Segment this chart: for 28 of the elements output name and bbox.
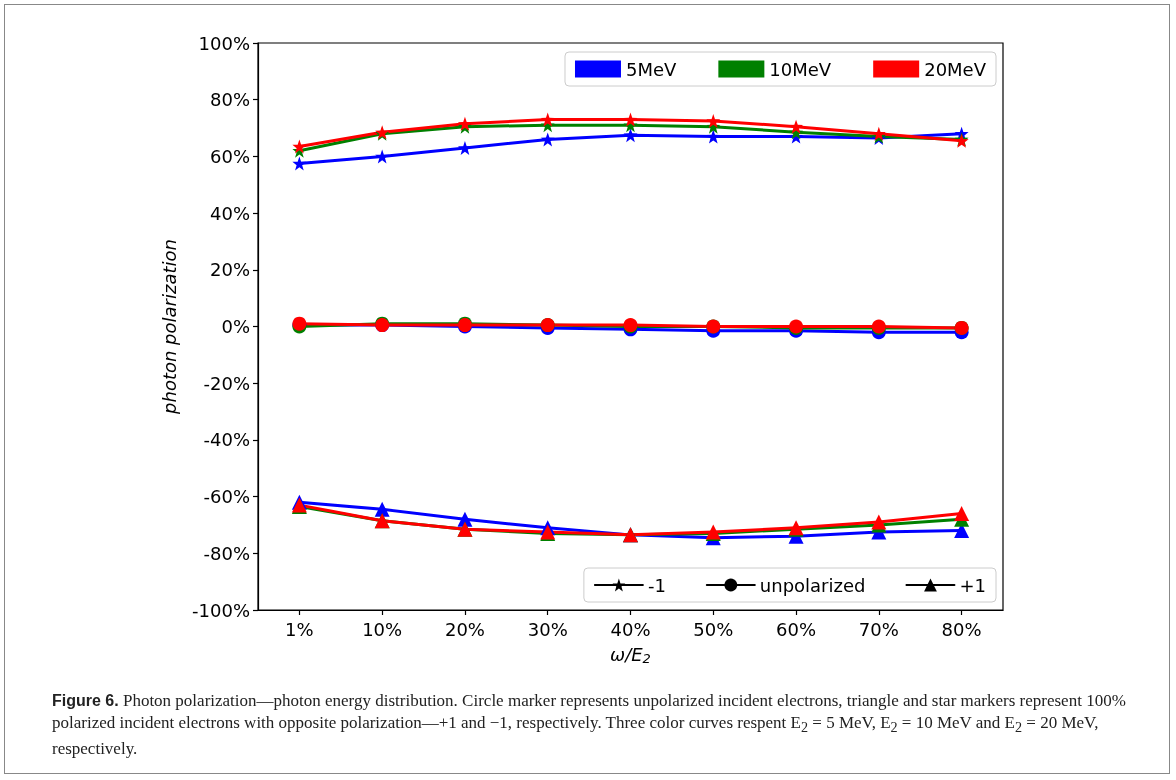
x-tick-label: 40% [610,618,651,640]
y-tick-label: 20% [209,259,250,281]
legend-label: +1 [959,574,987,596]
x-tick-label: 60% [776,618,817,640]
y-tick-label: -60% [203,486,250,508]
y-axis-title: photon polarization [158,239,180,415]
y-tick-label: 40% [209,202,250,224]
y-tick-label: 60% [209,145,250,167]
x-tick-label: 70% [858,618,899,640]
y-tick-label: -40% [203,429,250,451]
x-tick-label: 80% [941,618,982,640]
x-tick-label: 20% [444,618,485,640]
x-tick-label: 30% [527,618,568,640]
legend-label: 5MeV [625,58,678,80]
y-tick-label: 100% [198,32,250,54]
y-tick-label: -80% [203,542,250,564]
legend-label: unpolarized [759,574,866,596]
legend-label: 10MeV [769,58,832,80]
y-tick-label: 80% [209,89,250,111]
legend-label: 20MeV [924,58,987,80]
x-tick-label: 10% [362,618,403,640]
y-tick-label: -20% [203,372,250,394]
y-tick-label: -100% [192,599,250,621]
y-tick-label: 0% [221,316,250,337]
legend-label: -1 [647,574,666,596]
x-tick-label: 1% [285,618,314,640]
x-tick-label: 50% [693,618,734,640]
text: Figure 6. Photon polarization—photon energy distribution. Circle marker represents unpolarized incident electrons, triangle and star markers represent 100% polarized incident electrons with opposite polarization—+1 and −1, respectively. Three color curves respent E$_{2}$ = 5 MeV, E$_{2}$ = 10 MeV and E$_{2}$ = 20 MeV, respectively. [52,691,1126,759]
